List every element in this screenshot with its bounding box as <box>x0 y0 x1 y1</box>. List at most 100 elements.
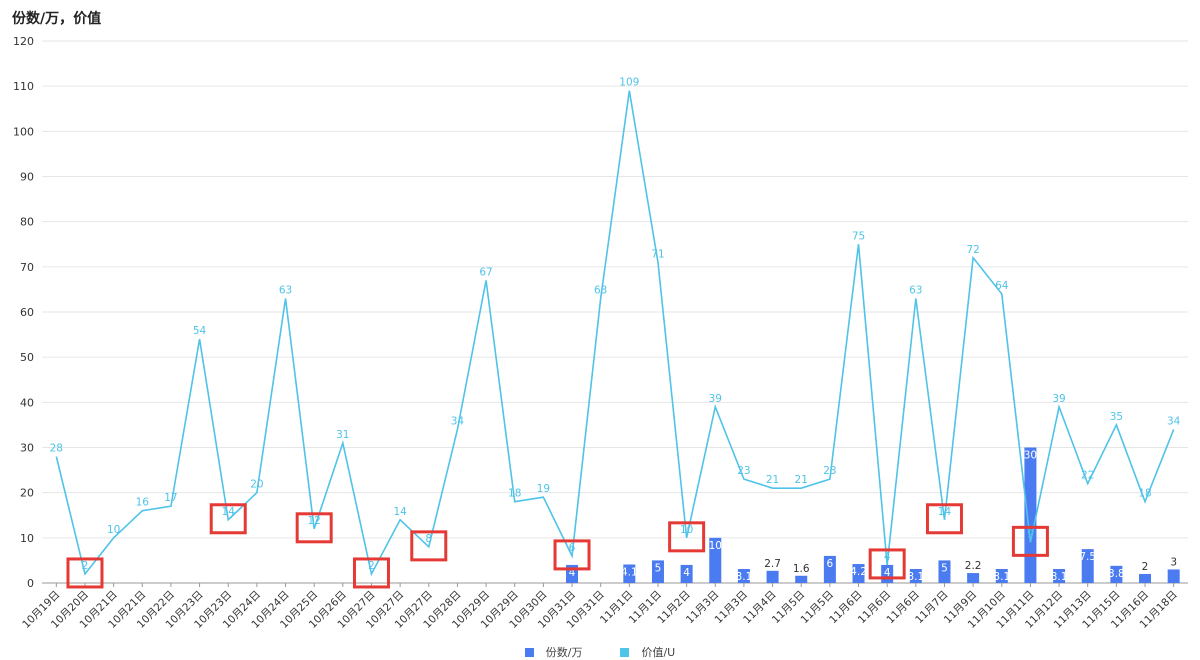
bar <box>852 564 865 583</box>
grid-lines <box>42 40 1188 584</box>
x-axis-labels: 10月19日10月20日10月21日10月21日10月22日10月23日10月2… <box>20 583 1180 631</box>
line-data-label: 39 <box>709 393 722 405</box>
line-data-label: 18 <box>508 488 521 500</box>
bar <box>1081 549 1094 583</box>
line-data-label: 64 <box>995 280 1009 292</box>
line-data-label: 20 <box>250 479 263 491</box>
y-tick-label: 110 <box>13 80 34 93</box>
y-tick-label: 80 <box>20 216 34 229</box>
bar-data-label: 10 <box>709 540 722 552</box>
bar-data-label: 2.7 <box>764 558 781 570</box>
line-data-label: 18 <box>1138 488 1151 500</box>
line-data-label: 8 <box>425 533 432 545</box>
line-data-label: 14 <box>222 506 236 518</box>
line-data-label: 35 <box>1110 411 1123 423</box>
bar-data-label: 7.5 <box>1079 551 1096 563</box>
line-series <box>55 90 1175 577</box>
line-data-label: 72 <box>966 244 979 256</box>
highlight-box <box>553 539 591 571</box>
line-data-label: 19 <box>537 483 550 495</box>
bar <box>909 568 922 583</box>
bar <box>651 560 664 583</box>
legend: 份数/万 价值/U <box>0 644 1200 660</box>
highlight-box <box>1011 525 1049 557</box>
highlight-box <box>668 521 706 553</box>
line-data-label: 34 <box>451 415 465 427</box>
bar-data-label: 4 <box>569 567 576 579</box>
line-data-label: 28 <box>50 443 63 455</box>
y-tick-label: 20 <box>20 487 34 500</box>
line-data-label: 34 <box>1167 415 1181 427</box>
bar <box>795 575 808 583</box>
chart-title: 份数/万，价值 <box>12 11 102 27</box>
y-tick-label: 120 <box>13 35 34 48</box>
highlight-box <box>295 512 333 544</box>
highlight-box <box>868 548 906 580</box>
highlight-box <box>66 557 104 589</box>
bar-data-label: 3.1 <box>907 571 924 583</box>
line-data-label: 4 <box>884 551 891 563</box>
bar <box>709 537 722 583</box>
line-data-label: 2 <box>82 560 89 572</box>
bar <box>1053 568 1066 583</box>
highlight-box <box>209 503 247 535</box>
bar-data-label: 3.8 <box>1108 568 1125 580</box>
y-tick-label: 0 <box>27 577 34 590</box>
line-data-label: 63 <box>594 284 607 296</box>
bar-data-label: 3.1 <box>993 571 1010 583</box>
y-tick-label: 10 <box>20 532 34 545</box>
highlight-box <box>925 503 963 535</box>
bar-data-label: 4.2 <box>850 566 867 578</box>
bar <box>623 564 636 583</box>
highlight-box <box>410 530 448 562</box>
line-data-label: 2 <box>368 560 375 572</box>
line-data-label: 75 <box>852 230 865 242</box>
bar <box>823 555 836 583</box>
y-tick-label: 70 <box>20 261 34 274</box>
bar-data-label: 6 <box>827 558 834 570</box>
line-path <box>55 90 1175 577</box>
y-tick-label: 40 <box>20 396 34 409</box>
line-data-label: 9 <box>1027 528 1034 540</box>
line-data-label: 67 <box>479 266 492 278</box>
bar <box>995 568 1008 583</box>
bar <box>680 564 693 583</box>
y-axis-labels: 0 10 20 30 40 50 60 70 80 90 100 110 120 <box>13 35 34 590</box>
line-data-label: 63 <box>279 284 292 296</box>
bar <box>938 560 951 583</box>
legend-item-line[interactable]: 价值/U <box>620 644 675 660</box>
bar-data-label: 2.2 <box>965 560 982 572</box>
bar-data-label: 3 <box>1170 556 1177 568</box>
bar-data-label: 4.1 <box>621 566 638 578</box>
legend-item-bar[interactable]: 份数/万 <box>524 644 582 660</box>
line-data-label: 31 <box>336 429 349 441</box>
line-data-label: 109 <box>619 77 639 89</box>
bar-data-label: 2 <box>1142 561 1149 573</box>
line-data-label: 54 <box>193 325 207 337</box>
line-data-label: 21 <box>766 474 779 486</box>
bar <box>967 573 980 583</box>
y-tick-label: 60 <box>20 306 34 319</box>
bar-data-label: 30 <box>1024 450 1037 462</box>
bar <box>766 570 779 583</box>
bar-data-label: 3.1 <box>1051 571 1068 583</box>
line-data-label: 23 <box>823 465 836 477</box>
highlight-boxes <box>66 503 1049 589</box>
bar-data-label: 4 <box>884 567 891 579</box>
line-data-label: 6 <box>569 542 576 554</box>
line-data-label: 39 <box>1052 393 1065 405</box>
legend-swatch-bar <box>524 647 534 657</box>
bar-data-label: 4 <box>683 567 690 579</box>
legend-swatch-line <box>620 647 630 657</box>
line-data-label: 17 <box>164 492 177 504</box>
bar-data-label: 1.6 <box>793 563 810 575</box>
line-data-label: 10 <box>680 524 693 536</box>
bar <box>1024 447 1037 583</box>
bar-data-label: 5 <box>655 562 662 574</box>
line-data-label: 14 <box>393 506 407 518</box>
bar-data-label: 3.1 <box>736 571 753 583</box>
line-data-label: 21 <box>795 474 808 486</box>
y-tick-label: 90 <box>20 171 34 184</box>
line-data-label: 12 <box>307 515 320 527</box>
